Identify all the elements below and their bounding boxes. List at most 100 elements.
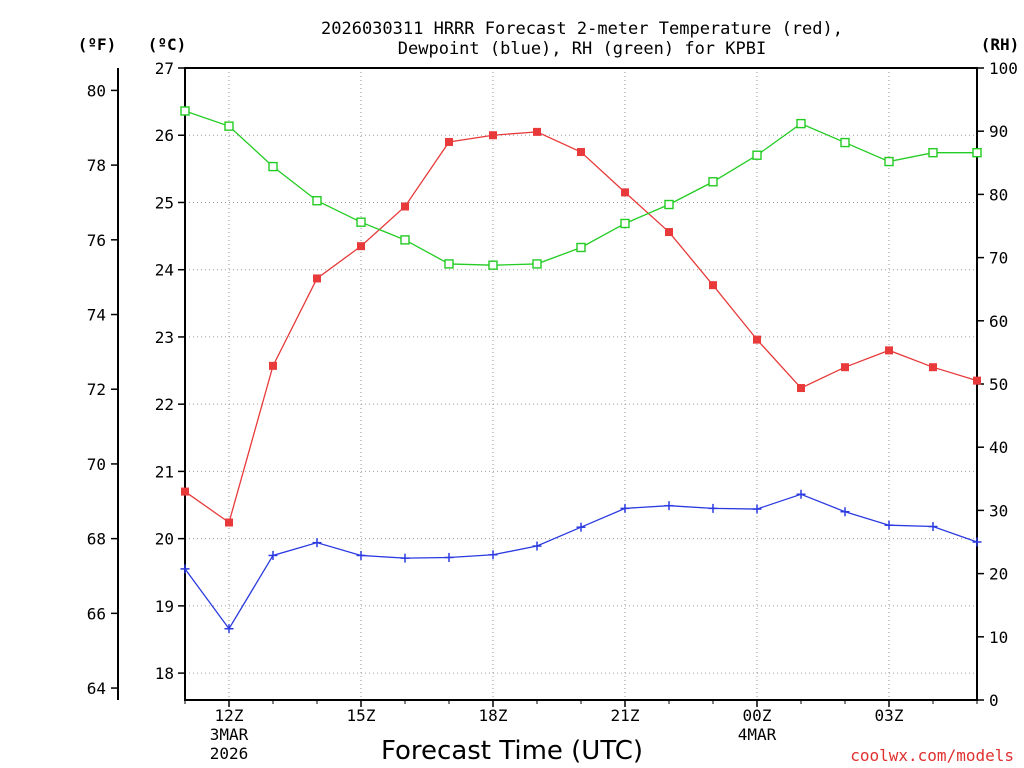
celsius-tick-label: 27 [155, 59, 174, 78]
rh-point [180, 106, 190, 116]
dewpoint-point [620, 503, 630, 513]
celsius-axis: 18 19 20 21 22 23 24 25 26 27 [155, 59, 185, 683]
dewpoint-point [928, 522, 938, 532]
rh-point [752, 150, 762, 160]
dewpoint-point [752, 504, 762, 514]
celsius-tick-label: 18 [155, 664, 174, 683]
rh-tick-label: 30 [989, 501, 1008, 520]
temperature-point [445, 137, 453, 146]
fahrenheit-tick-label: 74 [87, 306, 106, 325]
celsius-tick-label: 20 [155, 530, 174, 549]
rh-point [928, 147, 938, 158]
rh-point [488, 260, 498, 270]
dewpoint-point [708, 503, 718, 513]
rh-tick-label: 100 [989, 59, 1018, 78]
celsius-tick-label: 22 [155, 395, 174, 414]
rh-series [180, 106, 982, 270]
fahrenheit-tick-label: 70 [87, 455, 106, 474]
time-tick-label: 4MAR [738, 725, 777, 744]
fahrenheit-tick-label: 80 [87, 81, 106, 100]
gridlines [185, 67, 977, 700]
rh-tick-label: 70 [989, 249, 1008, 268]
time-tick-label: 03Z [875, 706, 904, 725]
fahrenheit-tick-label: 76 [87, 231, 106, 250]
temperature-point [973, 376, 981, 385]
time-tick-label: 00Z [743, 706, 772, 725]
temperature-point [665, 228, 673, 237]
time-tick-label: 15Z [347, 706, 376, 725]
dewpoint-point [532, 541, 542, 551]
rh-point [884, 156, 894, 167]
dewpoint-point [576, 522, 586, 532]
dewpoint-point [796, 489, 806, 499]
temperature-point [357, 242, 365, 251]
rh-point [840, 137, 850, 148]
celsius-tick-label: 25 [155, 193, 174, 212]
fahrenheit-axis-unit: (ºF) [78, 35, 117, 54]
data-series [180, 106, 982, 634]
rh-tick-label: 80 [989, 185, 1008, 204]
temperature-point [709, 281, 717, 290]
celsius-axis-unit: (ºC) [148, 35, 187, 54]
dewpoint-point [972, 537, 982, 547]
dewpoint-point [224, 624, 234, 634]
dewpoint-point [488, 550, 498, 560]
rh-point [532, 259, 542, 269]
celsius-tick-label: 24 [155, 261, 174, 280]
temperature-point [181, 487, 189, 496]
dewpoint-point [664, 501, 674, 511]
fahrenheit-tick-label: 66 [87, 604, 106, 623]
dewpoint-point [400, 553, 410, 563]
temperature-point [797, 384, 805, 393]
fahrenheit-tick-label: 68 [87, 530, 106, 549]
rh-point [708, 177, 718, 187]
rh-point [268, 161, 278, 172]
rh-axis-unit: (RH) [981, 35, 1020, 54]
fahrenheit-axis: 64 66 68 70 72 74 76 78 80 [87, 81, 118, 698]
dewpoint-point [180, 564, 190, 574]
temperature-point [577, 148, 585, 157]
chart-title-line-2: Dewpoint (blue), RH (green) for KPBI [398, 39, 766, 59]
rh-point [620, 218, 630, 229]
plot-frame [184, 67, 978, 701]
time-tick-label: 2026 [210, 744, 249, 763]
temperature-point [621, 188, 629, 197]
temperature-point [401, 202, 409, 211]
time-tick-label: 12Z [215, 706, 244, 725]
fahrenheit-tick-label: 72 [87, 380, 106, 399]
rh-point [444, 259, 454, 269]
rh-tick-label: 60 [989, 312, 1008, 331]
temperature-point [929, 363, 937, 372]
dewpoint-point [840, 507, 850, 517]
rh-point [400, 235, 410, 245]
celsius-tick-label: 19 [155, 597, 174, 616]
rh-point [356, 217, 366, 227]
rh-point [664, 199, 674, 210]
dewpoint-line [184, 493, 978, 630]
rh-point [312, 196, 322, 206]
time-tick-label: 3MAR [210, 725, 249, 744]
rh-axis: 0 10 20 30 40 50 60 70 80 90 100 [977, 59, 1018, 710]
dewpoint-point [268, 550, 278, 560]
temperature-series [181, 127, 981, 527]
rh-point [576, 242, 586, 253]
rh-tick-label: 10 [989, 628, 1008, 647]
rh-point [796, 118, 806, 129]
source-credit: coolwx.com/models [850, 746, 1014, 765]
celsius-tick-label: 23 [155, 328, 174, 347]
temperature-point [225, 518, 233, 527]
rh-tick-label: 40 [989, 438, 1008, 457]
rh-tick-label: 20 [989, 565, 1008, 584]
celsius-tick-label: 21 [155, 462, 174, 481]
temperature-point [841, 363, 849, 372]
temperature-point [313, 274, 321, 283]
rh-point [224, 121, 234, 131]
temperature-point [489, 131, 497, 140]
fahrenheit-tick-label: 64 [87, 679, 106, 698]
rh-tick-label: 0 [989, 691, 999, 710]
dewpoint-point [312, 538, 322, 548]
rh-tick-label: 50 [989, 375, 1008, 394]
dewpoint-point [444, 552, 454, 562]
